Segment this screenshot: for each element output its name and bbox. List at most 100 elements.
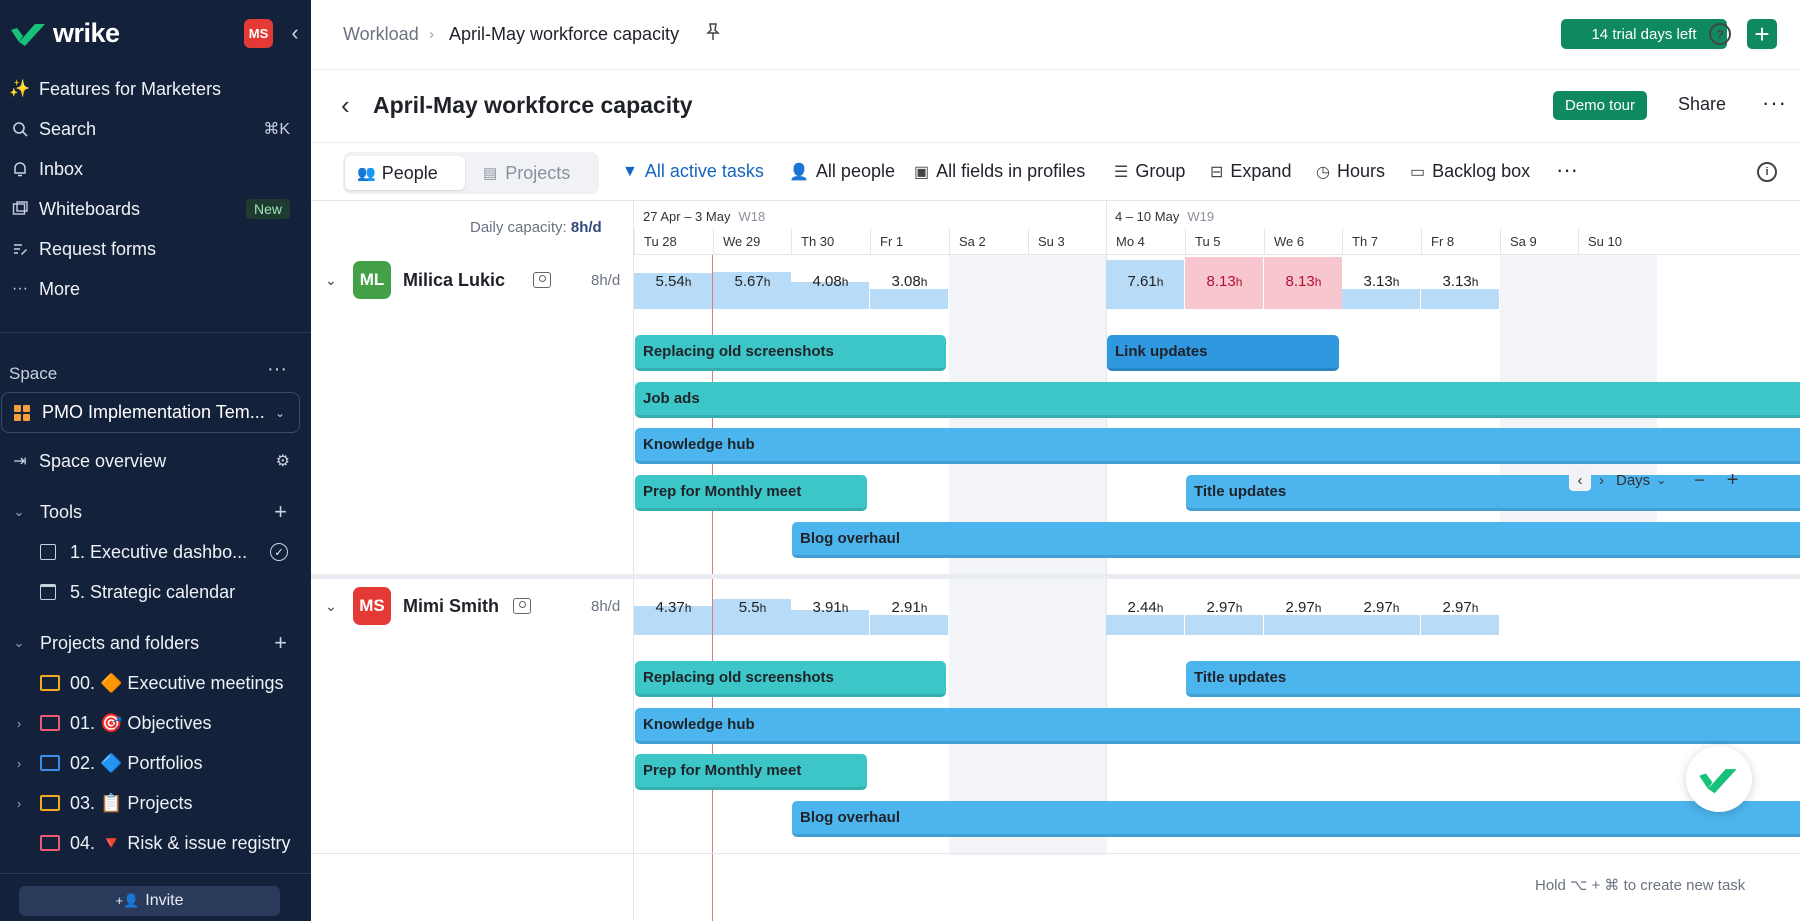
gear-icon[interactable]: ⚙ <box>275 453 290 470</box>
chevron-right-icon[interactable]: › <box>16 755 22 771</box>
load-value[interactable]: 3.13h <box>1421 273 1500 290</box>
load-value[interactable]: 2.44h <box>1106 599 1185 616</box>
zoom-level[interactable]: Days <box>1616 471 1651 489</box>
chevron-down-icon[interactable]: ⌄ <box>325 598 337 614</box>
load-value[interactable]: 2.97h <box>1421 599 1500 616</box>
task-bar[interactable]: Prep for Monthly meet <box>635 475 867 512</box>
task-bar[interactable]: Blog overhaul <box>792 521 1800 558</box>
info-icon[interactable]: i <box>1757 162 1777 182</box>
load-value[interactable]: 3.08h <box>870 273 949 290</box>
trial-days-button[interactable]: 14 trial days left <box>1561 19 1727 49</box>
folder-item[interactable]: › 02. 🔷 Portfolios <box>0 743 311 783</box>
form-icon <box>9 241 31 257</box>
nav-search[interactable]: Search ⌘K <box>0 109 311 149</box>
task-bar[interactable]: Job ads <box>635 381 1800 418</box>
load-value[interactable]: 4.37h <box>634 599 713 616</box>
chevron-down-icon[interactable]: ⌄ <box>325 272 337 288</box>
load-hours: 8.13 <box>1285 273 1315 290</box>
share-button[interactable]: Share <box>1678 94 1727 114</box>
zoom-in-icon[interactable]: + <box>1726 468 1739 491</box>
nav-request-forms[interactable]: Request forms <box>0 229 311 269</box>
profile-icon[interactable] <box>533 272 552 288</box>
nav-label: Features for Marketers <box>39 78 222 99</box>
expand-icon: ⊟ <box>1210 163 1224 181</box>
all-people-button[interactable]: 👤 All people <box>789 161 895 182</box>
space-selector[interactable]: PMO Implementation Tem... ⌄ <box>1 392 300 433</box>
load-value[interactable]: 2.91h <box>870 599 949 616</box>
expand-button[interactable]: ⊟ Expand <box>1210 161 1291 182</box>
load-value[interactable]: 3.91h <box>791 599 870 616</box>
more-options-icon[interactable]: ··· <box>1762 90 1787 115</box>
task-bar[interactable]: Knowledge hub <box>635 428 1800 465</box>
fields-button[interactable]: ▣ All fields in profiles <box>914 161 1085 182</box>
task-bar[interactable]: Knowledge hub <box>635 707 1800 744</box>
zoom-out-icon[interactable]: − <box>1694 469 1705 490</box>
folder-item[interactable]: 00. 🔶 Executive meetings <box>0 663 311 703</box>
nav-inbox[interactable]: Inbox <box>0 149 311 189</box>
user-avatar[interactable]: MS <box>244 19 273 48</box>
pin-icon[interactable] <box>704 22 722 47</box>
wrike-assistant-button[interactable] <box>1686 746 1752 812</box>
task-bar[interactable]: Replacing old screenshots <box>635 661 946 697</box>
help-icon[interactable]: ? <box>1709 23 1731 45</box>
chevron-down-icon: ⌄ <box>274 405 285 420</box>
tools-header[interactable]: ⌄ Tools + <box>0 492 311 532</box>
filter-all-active-tasks[interactable]: ▼ All active tasks <box>622 161 764 182</box>
chevron-right-icon[interactable]: › <box>16 795 22 811</box>
load-value[interactable]: 5.54h <box>634 273 713 290</box>
tool-item[interactable]: 1. Executive dashbo... ✓ <box>0 532 311 572</box>
folder-item[interactable]: › 01. 🎯 Objectives <box>0 703 311 743</box>
invite-button[interactable]: +👤 Invite <box>19 886 280 916</box>
nav-features-for-marketers[interactable]: ✨ Features for Marketers <box>0 69 311 109</box>
load-value[interactable]: 5.67h <box>713 273 792 290</box>
prev-arrow-icon[interactable]: ‹ <box>1569 469 1591 491</box>
tool-label: 1. Executive dashbo... <box>70 541 248 562</box>
toolbar-more-icon[interactable]: ··· <box>1556 157 1578 182</box>
person-name[interactable]: Mimi Smith <box>403 596 500 616</box>
add-tool-icon[interactable]: + <box>274 499 287 524</box>
space-overview[interactable]: ⇥ Space overview ⚙ <box>0 441 311 481</box>
breadcrumb-separator-icon: › <box>429 26 434 43</box>
projects-header[interactable]: ⌄ Projects and folders + <box>0 623 311 663</box>
load-value[interactable]: 5.5h <box>713 599 792 616</box>
hours-button[interactable]: ◷ Hours <box>1316 161 1385 182</box>
load-value[interactable]: 4.08h <box>791 273 870 290</box>
collapse-sidebar-button[interactable]: ‹ <box>291 20 299 45</box>
demo-tour-button[interactable]: Demo tour <box>1553 91 1647 120</box>
breadcrumb-workload[interactable]: Workload <box>343 24 419 44</box>
profile-icon[interactable] <box>513 598 531 614</box>
tab-people[interactable]: 👥 People <box>345 156 465 190</box>
task-bar[interactable]: Blog overhaul <box>792 801 1800 838</box>
nav-whiteboards[interactable]: Whiteboards New <box>0 189 311 229</box>
person-row[interactable]: ⌄ ML Milica Lukic 8h/d <box>311 255 634 305</box>
task-bar[interactable]: Title updates <box>1186 661 1800 697</box>
tab-projects[interactable]: ▤ Projects <box>471 156 595 190</box>
person-name[interactable]: Milica Lukic <box>403 270 506 290</box>
load-value[interactable]: 2.97h <box>1264 599 1343 616</box>
task-bar[interactable]: Link updates <box>1107 335 1339 371</box>
person-row[interactable]: ⌄ MS Mimi Smith 8h/d <box>311 581 634 631</box>
backlog-box-button[interactable]: ▭ Backlog box <box>1410 161 1530 182</box>
chevron-right-icon[interactable]: › <box>16 715 22 731</box>
task-bar[interactable]: Title updates <box>1186 475 1800 512</box>
load-value[interactable]: 8.13h <box>1185 273 1264 290</box>
load-value[interactable]: 2.97h <box>1185 599 1264 616</box>
create-new-button[interactable]: + <box>1747 19 1777 49</box>
task-bar[interactable]: Prep for Monthly meet <box>635 754 867 791</box>
group-button[interactable]: ☰ Group <box>1114 161 1185 182</box>
folder-item[interactable]: 04. 🔻 Risk & issue registry <box>0 823 311 863</box>
tool-item[interactable]: 5. Strategic calendar <box>0 572 311 612</box>
load-value[interactable]: 8.13h <box>1264 273 1343 290</box>
folder-item[interactable]: › 03. 📋 Projects <box>0 783 311 823</box>
load-value[interactable]: 3.13h <box>1342 273 1421 290</box>
load-value[interactable]: 2.97h <box>1342 599 1421 616</box>
load-value[interactable]: 7.61h <box>1106 273 1185 290</box>
task-bar[interactable]: Replacing old screenshots <box>635 335 946 371</box>
add-project-icon[interactable]: + <box>274 630 287 655</box>
nav-more[interactable]: ··· More <box>0 269 311 309</box>
chevron-down-icon[interactable]: ⌄ <box>1656 473 1667 487</box>
back-arrow-icon[interactable]: ‹ <box>341 90 350 120</box>
space-more-icon[interactable]: ··· <box>267 358 287 380</box>
next-arrow-icon[interactable]: › <box>1599 471 1604 489</box>
day-header: Su 10 <box>1578 228 1657 254</box>
